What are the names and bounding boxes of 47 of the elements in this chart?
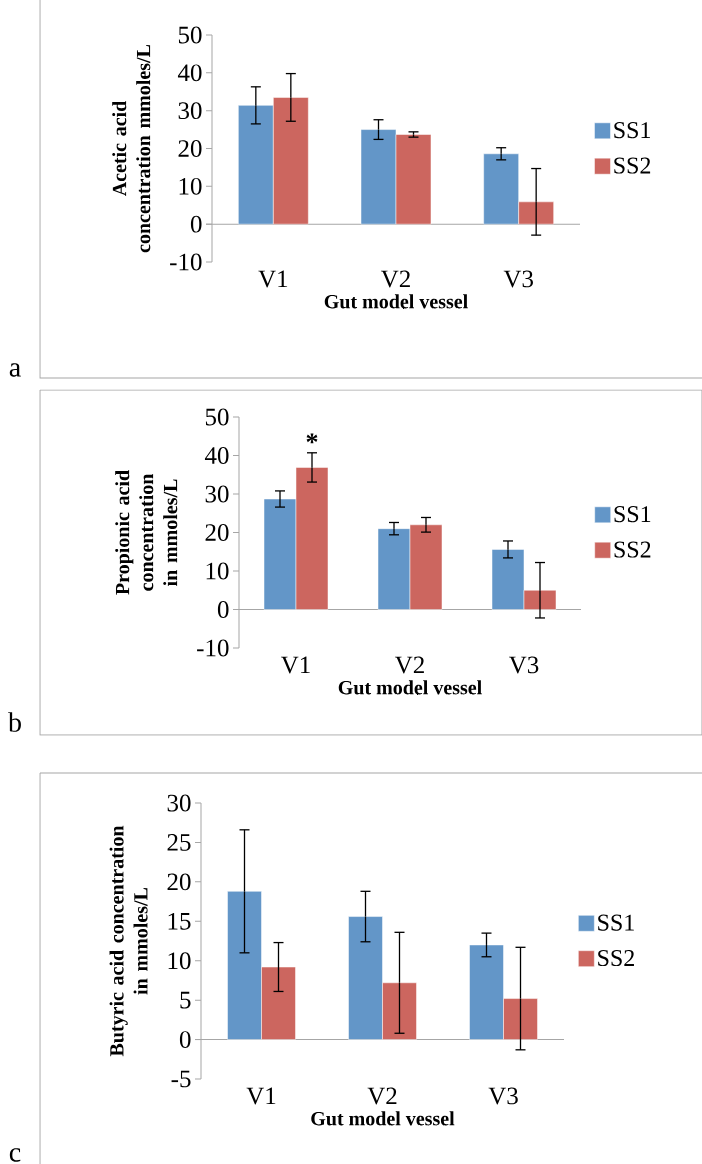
y-tick-label: 5 bbox=[180, 991, 191, 1009]
legend-label: SS2 bbox=[614, 541, 651, 558]
y-tick-label: 40 bbox=[204, 447, 229, 464]
x-tick-label: V3 bbox=[509, 656, 539, 674]
y-tick-label: 30 bbox=[167, 794, 191, 812]
y-tick-label: 20 bbox=[167, 873, 191, 891]
x-axis-title: Gut model vessel bbox=[338, 680, 482, 695]
x-tick-label: V1 bbox=[281, 656, 310, 674]
x-tick-label: V3 bbox=[503, 270, 533, 288]
y-axis-title: Propionic acid concentration in mmoles/L bbox=[115, 470, 178, 595]
x-tick-label: V3 bbox=[488, 1087, 518, 1105]
x-tick-label: V2 bbox=[381, 270, 410, 288]
y-axis-title: Butyric acid concentration in mmoles/L bbox=[109, 825, 148, 1057]
y-tick-label: 25 bbox=[167, 834, 191, 851]
legend-label: SS2 bbox=[614, 157, 651, 174]
x-tick-label: V2 bbox=[395, 656, 424, 674]
x-tick-label: V2 bbox=[367, 1087, 397, 1105]
y-tick-label: 0 bbox=[179, 1031, 191, 1049]
y-tick-label: 10 bbox=[179, 177, 202, 195]
legend-label: SS1 bbox=[614, 506, 651, 523]
y-tick-label: 0 bbox=[217, 601, 229, 618]
annotation: * bbox=[306, 433, 318, 444]
text: c bbox=[9, 1148, 21, 1162]
y-tick-label: 30 bbox=[205, 485, 229, 503]
y-tick-label: 15 bbox=[168, 912, 191, 930]
y-axis-title: Acetic acid concentration mmoles/L bbox=[112, 44, 151, 253]
y-tick-label: 0 bbox=[190, 215, 202, 233]
legend-label: SS2 bbox=[598, 950, 634, 967]
y-tick-label: -10 bbox=[197, 639, 229, 657]
y-tick-label: 20 bbox=[178, 140, 202, 157]
y-tick-label: 50 bbox=[178, 26, 202, 44]
legend-label: SS1 bbox=[614, 122, 650, 139]
y-tick-label: 40 bbox=[177, 64, 202, 82]
y-tick-label: 50 bbox=[205, 408, 229, 426]
y-tick-label: 10 bbox=[206, 562, 229, 580]
y-tick-label: 30 bbox=[178, 102, 202, 120]
legend-label: SS1 bbox=[598, 914, 634, 931]
x-tick-label: V1 bbox=[258, 270, 288, 288]
y-tick-label: -5 bbox=[171, 1070, 191, 1088]
x-axis-title: Gut model vessel bbox=[324, 294, 468, 309]
x-tick-label: V1 bbox=[246, 1087, 276, 1105]
y-tick-label: 20 bbox=[205, 524, 229, 541]
y-tick-label: 10 bbox=[168, 952, 191, 970]
y-tick-label: -10 bbox=[170, 253, 202, 271]
text: a bbox=[9, 363, 21, 377]
text: b bbox=[8, 712, 21, 732]
x-axis-title: Gut model vessel bbox=[311, 1111, 455, 1126]
